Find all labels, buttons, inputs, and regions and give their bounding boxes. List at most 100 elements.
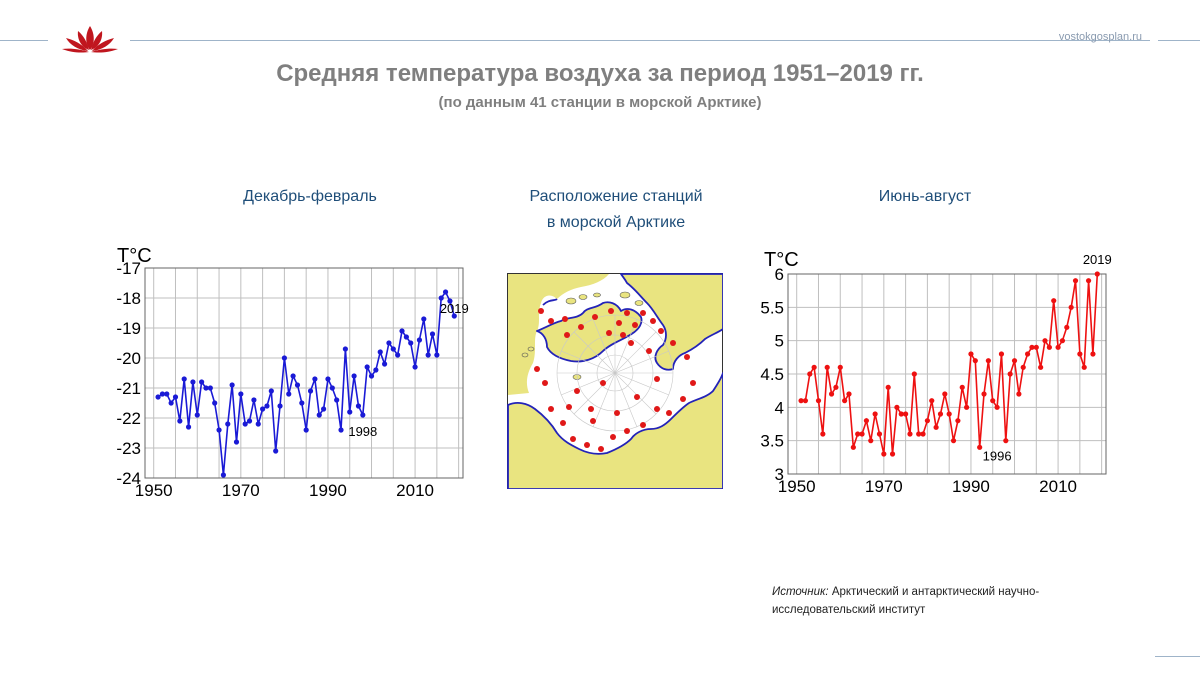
summer-data-point: [924, 418, 930, 424]
summer-data-point: [1046, 344, 1052, 350]
summer-data-point: [911, 371, 917, 377]
winter-data-point: [220, 472, 227, 478]
winter-data-point: [207, 385, 213, 391]
winter-ytick-label: -23: [116, 439, 141, 458]
summer-data-point: [981, 391, 987, 397]
winter-data-point: [164, 391, 170, 397]
summer-panel-title: Июнь-август: [878, 188, 972, 205]
winter-data-point: [434, 352, 440, 358]
source-text: Арктический и антарктический научно-иссл…: [772, 586, 1040, 616]
summer-xtick-label: 1990: [952, 477, 990, 496]
winter-data-point: [281, 355, 287, 361]
summer-xtick-label: 2010: [1039, 477, 1077, 496]
winter-data-point: [342, 346, 348, 352]
winter-data-point: [268, 388, 274, 394]
winter-data-point: [199, 379, 205, 385]
winter-data-point: [321, 406, 327, 412]
winter-data-point: [294, 382, 301, 388]
winter-data-point: [351, 373, 357, 379]
winter-data-point: [329, 385, 335, 391]
winter-ytick-label: -20: [116, 349, 141, 368]
winter-data-point: [395, 352, 401, 358]
winter-data-point: [286, 391, 292, 397]
winter-data-point: [355, 403, 362, 409]
winter-annotation-label: 1998: [348, 424, 377, 439]
summer-data-point: [863, 418, 870, 424]
summer-ytick-label: 5.5: [760, 298, 784, 317]
summer-data-point: [1090, 351, 1096, 357]
winter-data-point: [299, 400, 305, 406]
winter-data-point: [438, 295, 444, 301]
summer-ytick-label: 3.5: [760, 432, 784, 451]
winter-data-point: [159, 391, 166, 397]
summer-data-point: [1094, 271, 1100, 277]
summer-data-point: [907, 431, 913, 437]
summer-plot-frame: [787, 273, 1107, 475]
header-rule-left: [0, 40, 48, 41]
summer-data-point: [959, 384, 965, 390]
map-title-line1: Расположение станций: [529, 188, 703, 205]
winter-axis: -24 -23 -22 -21 -20 -19 -18 -17 1950 1970 1990 2010: [116, 259, 464, 500]
summer-data-point: [1016, 391, 1022, 397]
summer-data-point: [833, 384, 839, 390]
winter-data-point: [225, 421, 231, 427]
winter-data-point: [246, 418, 253, 424]
summer-data-point: [1042, 338, 1048, 344]
summer-annotation-label: 2019: [1083, 252, 1112, 267]
summer-ytick-label: 3: [775, 465, 784, 484]
summer-ytick-label: 5: [775, 332, 784, 351]
summer-data-point: [881, 451, 887, 457]
source-label: Источник:: [772, 586, 829, 598]
winter-data-point: [290, 373, 296, 379]
summer-data-point: [1081, 364, 1087, 370]
summer-data-point: [946, 411, 952, 417]
summer-grid: [788, 273, 1106, 475]
winter-data-point: [168, 400, 174, 406]
winter-data-point: [177, 418, 183, 424]
winter-data-point: [386, 340, 392, 346]
winter-annotations: 1998 2019: [348, 301, 468, 439]
winter-grid: [145, 267, 463, 479]
map-stations: [534, 308, 696, 452]
winter-ytick-label: -24: [116, 469, 141, 488]
summer-data-point: [942, 391, 948, 397]
winter-data-point: [242, 421, 248, 427]
winter-data-point: [155, 394, 161, 400]
summer-data-point: [1051, 298, 1057, 304]
winter-data-point: [273, 448, 279, 454]
winter-ytick-label: -17: [116, 259, 141, 278]
winter-data-point: [185, 424, 192, 430]
summer-data-point: [824, 364, 830, 370]
summer-data-point: [850, 444, 856, 450]
summer-data-point: [846, 391, 852, 397]
summer-data-point: [807, 371, 813, 377]
summer-ytick-label: 4: [775, 398, 784, 417]
winter-data-point: [360, 412, 366, 418]
summer-series: [798, 271, 1100, 457]
winter-data-point: [416, 337, 423, 343]
winter-data-point: [251, 397, 257, 403]
summer-data-point: [811, 364, 817, 370]
winter-data-point: [316, 412, 322, 418]
winter-data-point: [312, 376, 318, 382]
summer-data-point: [1024, 351, 1031, 357]
winter-ytick-label: -19: [116, 319, 141, 338]
summer-data-point: [889, 451, 896, 457]
site-url[interactable]: vostokgosplan.ru: [1058, 31, 1142, 43]
summer-data-point: [990, 398, 996, 404]
summer-data-point: [802, 398, 809, 404]
summer-data-point: [933, 424, 939, 430]
summer-data-point: [950, 438, 957, 444]
winter-data-point: [229, 382, 235, 388]
summer-data-point: [1068, 304, 1074, 310]
summer-data-point: [1003, 438, 1009, 444]
winter-data-point: [442, 289, 449, 295]
winter-data-point: [408, 340, 414, 346]
winter-data-point: [260, 406, 266, 412]
summer-data-point: [876, 431, 883, 437]
winter-data-point: [403, 334, 409, 340]
summer-data-point: [985, 358, 991, 364]
summer-data-point: [937, 411, 944, 417]
winter-data-point: [364, 364, 370, 370]
summer-annotations: 1996 2019: [983, 252, 1112, 464]
